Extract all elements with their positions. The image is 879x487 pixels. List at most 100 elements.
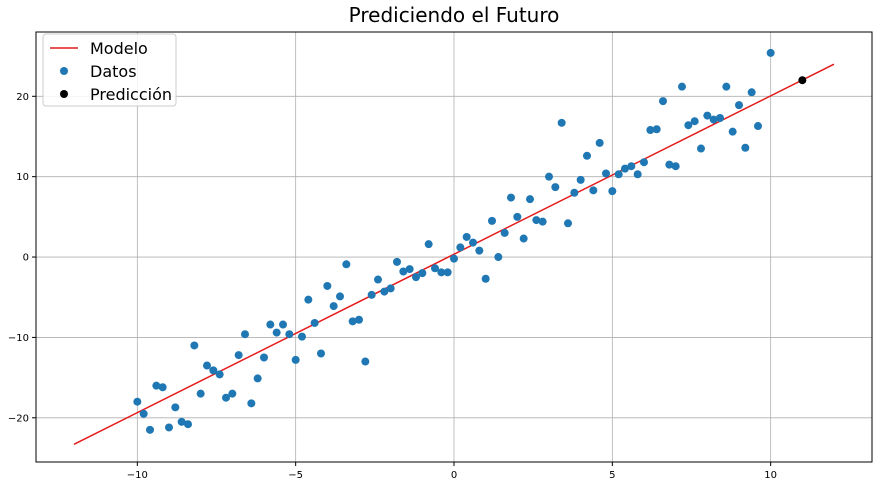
x-tick-label: −5 — [288, 470, 303, 481]
data-point — [133, 397, 142, 406]
data-point — [393, 257, 401, 266]
data-point — [177, 417, 186, 426]
data-point — [627, 162, 636, 171]
data-point — [196, 389, 205, 398]
data-point — [241, 330, 249, 339]
data-point — [519, 234, 528, 243]
legend: Modelo Datos Predicción — [42, 33, 177, 107]
data-point — [532, 216, 541, 225]
data-point — [165, 423, 173, 432]
data-point — [260, 353, 268, 362]
data-point — [184, 420, 192, 429]
data-point — [728, 127, 737, 136]
data-point — [405, 265, 414, 274]
data-point — [481, 274, 490, 283]
legend-box — [42, 33, 177, 107]
data-point — [697, 144, 705, 153]
data-point — [443, 268, 452, 277]
data-point — [424, 240, 433, 249]
data-point — [469, 238, 477, 247]
data-point — [215, 370, 224, 379]
data-point — [583, 151, 591, 160]
data-point — [716, 114, 724, 122]
x-tick-label: −10 — [127, 470, 148, 481]
data-point — [298, 332, 306, 341]
data-point — [621, 164, 629, 173]
data-point — [234, 351, 243, 360]
data-point — [608, 187, 617, 196]
data-point — [754, 122, 762, 131]
data-point — [741, 143, 750, 152]
data-point — [374, 275, 382, 284]
data-point — [450, 254, 458, 263]
data-point — [500, 228, 509, 237]
data-point — [595, 138, 604, 147]
data-point — [361, 357, 370, 366]
data-point — [678, 82, 686, 91]
data-point — [576, 175, 585, 184]
legend-label-prediccion: Predicción — [90, 85, 172, 104]
data-point — [659, 97, 667, 106]
x-axis-ticks: −10 −5 0 5 10 — [127, 462, 777, 481]
legend-swatch-datos — [60, 67, 68, 75]
data-point — [665, 160, 674, 169]
data-point — [507, 193, 515, 202]
data-point — [735, 101, 743, 110]
data-point — [456, 243, 465, 252]
data-point — [722, 82, 731, 91]
grid — [36, 32, 872, 462]
data-point — [279, 320, 287, 329]
data-point — [285, 330, 294, 339]
data-point — [247, 399, 256, 408]
data-point — [703, 111, 712, 120]
data-point — [640, 158, 648, 167]
data-point — [488, 216, 496, 225]
x-tick-label: 5 — [609, 470, 615, 481]
data-point — [272, 328, 281, 337]
data-point — [152, 381, 161, 390]
data-point — [557, 118, 566, 127]
data-point — [494, 253, 503, 262]
data-point — [431, 264, 439, 273]
data-point — [475, 246, 484, 255]
data-point — [367, 290, 376, 299]
data-point — [551, 183, 560, 192]
data-point — [545, 172, 553, 181]
data-point — [564, 219, 572, 228]
data-point — [652, 125, 661, 134]
data-point — [323, 281, 332, 290]
data-point — [310, 318, 319, 327]
data-point — [158, 383, 167, 392]
data-point — [418, 269, 427, 278]
data-point — [684, 121, 693, 130]
prediction-point — [798, 76, 807, 85]
data-point — [317, 349, 325, 358]
model-line — [73, 63, 835, 445]
data-point — [266, 320, 275, 329]
data-point — [203, 361, 211, 370]
legend-label-datos: Datos — [90, 62, 137, 81]
data-point — [228, 389, 237, 398]
data-point — [412, 273, 420, 282]
data-point — [690, 117, 699, 126]
data-point — [602, 169, 610, 178]
y-axis-ticks: −20 −10 0 10 20 — [8, 92, 36, 424]
data-point — [342, 260, 351, 269]
y-tick-label: 10 — [16, 172, 29, 183]
series-line-modelo — [73, 63, 835, 445]
data-point — [766, 48, 775, 57]
data-point — [513, 212, 522, 221]
y-tick-label: −20 — [8, 413, 29, 424]
legend-label-modelo: Modelo — [90, 39, 148, 58]
data-point — [171, 403, 180, 412]
data-points — [133, 48, 807, 434]
data-point — [304, 295, 313, 304]
data-point — [336, 292, 344, 301]
legend-swatch-prediccion — [60, 90, 68, 98]
chart-title: Prediciendo el Futuro — [349, 3, 560, 27]
data-point — [462, 232, 471, 241]
data-point — [139, 409, 148, 418]
data-point — [355, 315, 363, 324]
data-point — [671, 162, 680, 171]
